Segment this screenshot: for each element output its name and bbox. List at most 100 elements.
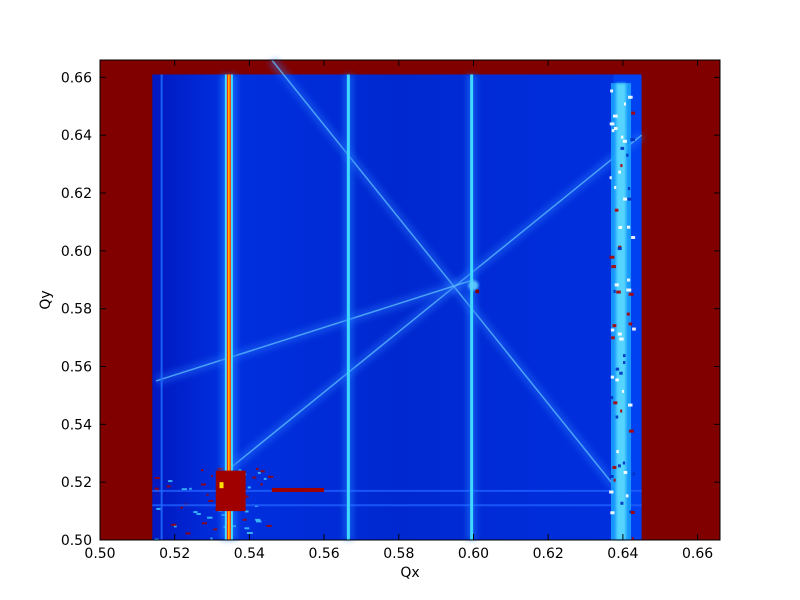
speckle (624, 102, 626, 105)
speckle (260, 483, 263, 485)
speckle (627, 198, 631, 201)
x-tick-label: 0.62 (533, 546, 564, 562)
speckle (155, 488, 159, 490)
x-tick-label: 0.60 (458, 546, 489, 562)
speckle (171, 524, 176, 526)
y-tick-label: 0.52 (61, 475, 92, 491)
x-axis-label: Qx (400, 565, 419, 581)
speckle (189, 488, 191, 490)
speckle (197, 513, 201, 515)
speckle (201, 483, 206, 485)
speckle (168, 480, 172, 482)
speckle (610, 176, 612, 179)
speckle (614, 127, 617, 130)
speckle (258, 472, 261, 474)
speckle (615, 209, 619, 212)
vertical-resonance-4 (161, 74, 163, 540)
speckle (610, 256, 615, 259)
hot-cluster-core (220, 482, 224, 488)
speckle (244, 527, 249, 529)
speckle (260, 470, 264, 472)
speckle (613, 290, 615, 293)
speckle (611, 329, 614, 332)
speckle (618, 464, 621, 467)
speckle (618, 247, 622, 250)
speckle (627, 313, 630, 316)
speckle (627, 279, 630, 282)
speckle (155, 477, 160, 479)
speckle (633, 472, 635, 475)
speckle (621, 136, 623, 139)
hot-cluster (216, 471, 246, 511)
y-tick-label: 0.54 (61, 417, 92, 433)
speckle (211, 475, 213, 477)
x-tick-label: 0.56 (309, 546, 340, 562)
speckle (616, 291, 621, 294)
speckle (167, 485, 171, 487)
x-tick-label: 0.66 (682, 546, 713, 562)
speckle (268, 476, 273, 478)
speckle (618, 171, 621, 174)
speckle (613, 401, 617, 404)
speckle (619, 372, 622, 375)
speckle (256, 468, 259, 470)
speckle (628, 96, 633, 99)
speckle (156, 508, 160, 510)
speckle (632, 328, 636, 331)
speckle (619, 338, 624, 341)
speckle (252, 477, 256, 479)
speckle (620, 147, 624, 150)
x-tick-label: 0.64 (607, 546, 638, 562)
y-tick-label: 0.56 (61, 360, 92, 376)
speckle (610, 396, 613, 399)
speckle (612, 466, 616, 469)
speckle (611, 336, 615, 339)
y-axis-label: Qy (38, 290, 54, 309)
speckle (629, 293, 634, 296)
speckle (615, 378, 619, 381)
speckle (627, 226, 630, 229)
speckle (624, 471, 628, 474)
speckle (180, 507, 182, 509)
speckle (614, 186, 616, 189)
speckle (618, 226, 622, 229)
speckle (613, 115, 618, 118)
speckle (618, 333, 622, 336)
crossing-core (475, 289, 479, 293)
speckle (628, 404, 632, 407)
speckle (609, 491, 613, 494)
speckle (620, 502, 623, 505)
speckle (616, 416, 619, 419)
speckle (623, 140, 627, 143)
speckle (243, 519, 247, 521)
x-tick-label: 0.54 (234, 546, 265, 562)
speckle (620, 410, 622, 413)
speckle (628, 187, 630, 190)
speckle (623, 198, 627, 201)
speckle (623, 461, 625, 464)
speckle (616, 450, 619, 453)
y-tick-label: 0.64 (61, 128, 92, 144)
speckle (610, 511, 614, 514)
speckle (610, 475, 614, 478)
speckle (193, 511, 197, 513)
speckle (629, 322, 633, 325)
y-tick-label: 0.58 (61, 302, 92, 318)
x-tick-label: 0.52 (159, 546, 190, 562)
speckle (248, 486, 251, 488)
speckle (616, 368, 619, 371)
y-tick-label: 0.60 (61, 244, 92, 260)
speckle (611, 376, 614, 379)
speckle (247, 532, 253, 534)
vertical-resonance-2 (470, 74, 473, 540)
speckle (201, 469, 204, 471)
speckle (623, 361, 625, 364)
speckle (614, 479, 616, 482)
speckle (613, 324, 617, 327)
speckle (266, 525, 271, 527)
y-tick-label: 0.50 (61, 533, 92, 549)
crossing-spot (468, 281, 478, 291)
speckle (631, 236, 635, 239)
vertical-resonance-1 (347, 74, 350, 540)
